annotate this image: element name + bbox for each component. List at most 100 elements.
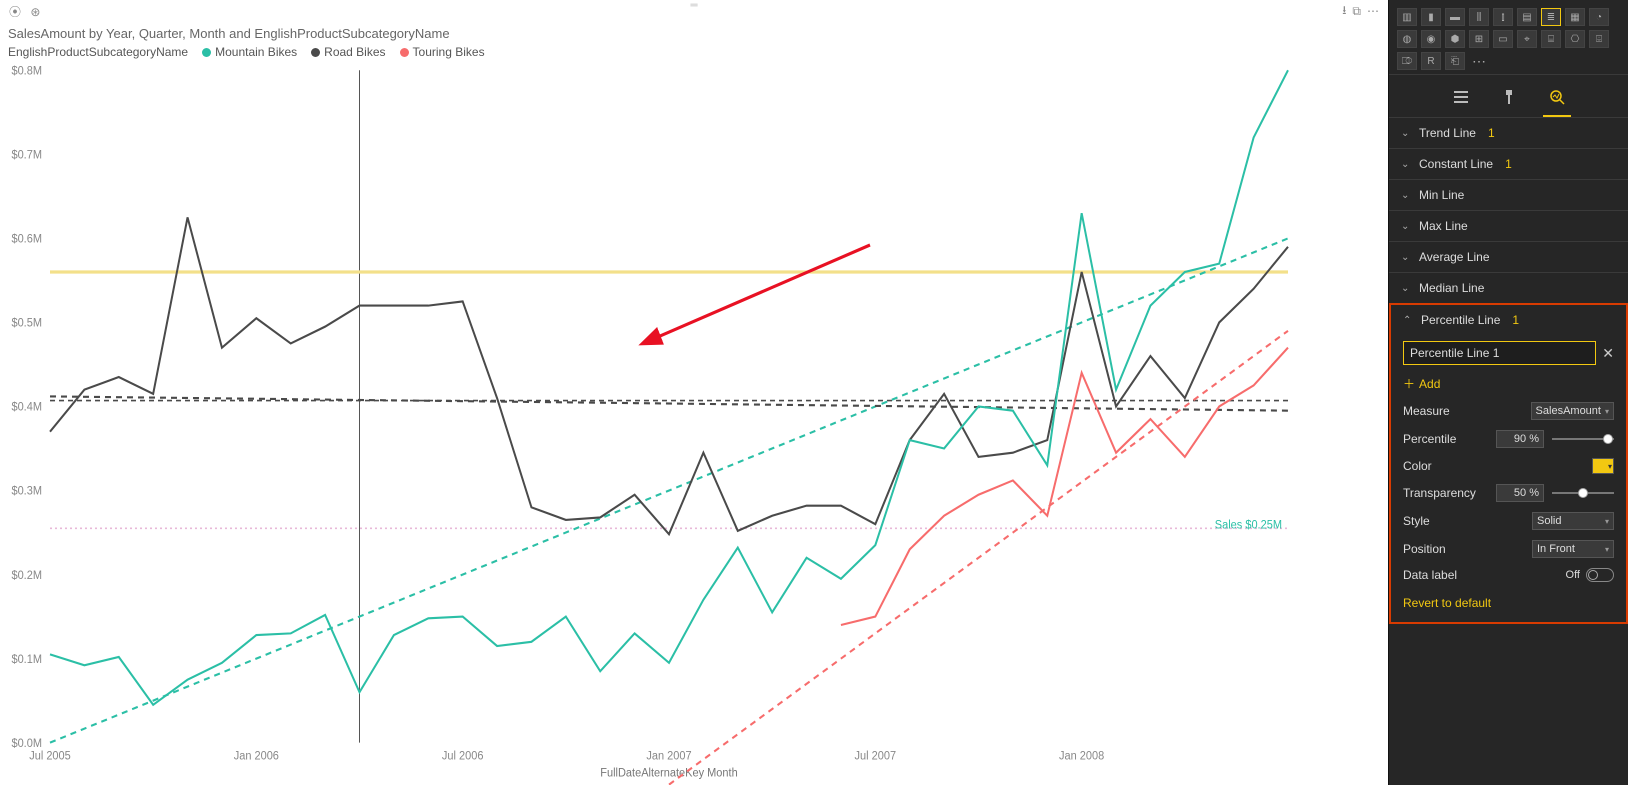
visualizations-pane: ▥▮▬⫼⫾▤≣▦◔ ◍◉⬢⊞▭⌖⌸⎔⌹ ⎄R⎗⋯ ⌄Trend Line1 ⌄Con…	[1388, 0, 1628, 785]
card-header-percentile[interactable]: ⌃Percentile Line1	[1391, 305, 1626, 335]
legend-dot-icon	[400, 48, 409, 57]
position-dropdown[interactable]: In Front▾	[1532, 540, 1614, 558]
svg-text:$0.5M: $0.5M	[11, 317, 42, 329]
prop-percentile: Percentile 90 %	[1403, 430, 1614, 448]
card-trend-line: ⌄Trend Line1	[1389, 118, 1628, 149]
tab-format[interactable]	[1499, 87, 1519, 107]
measure-dropdown[interactable]: SalesAmount▾	[1531, 402, 1614, 420]
svg-text:Jan 2008: Jan 2008	[1059, 750, 1104, 762]
card-header-min[interactable]: ⌄Min Line	[1389, 180, 1628, 210]
chart-legend: EnglishProductSubcategoryName Mountain B…	[0, 43, 1388, 65]
svg-text:Jul 2006: Jul 2006	[442, 750, 484, 762]
color-picker[interactable]: ▾	[1592, 458, 1614, 474]
viz-type-icon[interactable]: ▦	[1565, 8, 1585, 26]
chevron-down-icon: ▾	[1608, 462, 1612, 471]
viz-type-icon[interactable]: ⌖	[1517, 30, 1537, 48]
prop-color: Color ▾	[1403, 458, 1614, 474]
viz-type-icon[interactable]: ⫼	[1469, 8, 1489, 26]
viz-type-icon[interactable]: ▤	[1517, 8, 1537, 26]
card-median-line: ⌄Median Line	[1389, 273, 1628, 304]
svg-text:$0.8M: $0.8M	[11, 65, 42, 77]
add-instance-button[interactable]: ＋Add	[1403, 375, 1614, 392]
prop-position: Position In Front▾	[1403, 540, 1614, 558]
transparency-slider[interactable]	[1552, 487, 1614, 499]
svg-text:Jul 2005: Jul 2005	[29, 750, 71, 762]
viz-type-icon[interactable]: ⫾	[1493, 8, 1513, 26]
card-header-median[interactable]: ⌄Median Line	[1389, 273, 1628, 303]
card-header-constant[interactable]: ⌄Constant Line1	[1389, 149, 1628, 179]
viz-type-icon[interactable]: ≣	[1541, 8, 1561, 26]
svg-text:Sales $0.25M: Sales $0.25M	[1215, 519, 1282, 531]
viz-type-icon[interactable]: ▭	[1493, 30, 1513, 48]
prop-measure: Measure SalesAmount▾	[1403, 402, 1614, 420]
svg-text:$0.0M: $0.0M	[11, 738, 42, 750]
card-min-line: ⌄Min Line	[1389, 180, 1628, 211]
legend-dot-icon	[202, 48, 211, 57]
more-options-icon[interactable]: ⋯	[1367, 4, 1379, 18]
card-percentile-line: ⌃Percentile Line1 ✕ ＋Add Measure SalesAm…	[1389, 303, 1628, 624]
viz-type-icon[interactable]: ⎔	[1565, 30, 1585, 48]
legend-item-road[interactable]: Road Bikes	[311, 45, 385, 59]
chevron-down-icon: ⌄	[1401, 190, 1411, 201]
chevron-down-icon: ⌄	[1401, 221, 1411, 232]
viz-type-icon[interactable]: ◔	[1589, 8, 1609, 26]
legend-field-label: EnglishProductSubcategoryName	[8, 45, 188, 59]
style-dropdown[interactable]: Solid▾	[1532, 512, 1614, 530]
chevron-down-icon: ⌄	[1401, 252, 1411, 263]
viz-type-icon[interactable]: ⬢	[1445, 30, 1465, 48]
focus-icon[interactable]: ⧉	[1352, 4, 1361, 19]
svg-text:Jan 2006: Jan 2006	[234, 750, 279, 762]
viz-type-icon[interactable]: ◍	[1397, 30, 1417, 48]
chevron-down-icon: ▾	[1605, 407, 1609, 416]
percentile-slider[interactable]	[1552, 433, 1614, 445]
chart-pane: ═ ⦿ ⊛ ⭳ ⧉ ⋯ SalesAmount by Year, Quarter…	[0, 0, 1388, 785]
card-header-trend[interactable]: ⌄Trend Line1	[1389, 118, 1628, 148]
svg-text:Jan 2007: Jan 2007	[646, 750, 691, 762]
card-average-line: ⌄Average Line	[1389, 242, 1628, 273]
viz-type-icon[interactable]: R	[1421, 52, 1441, 70]
chevron-up-icon: ⌃	[1403, 315, 1413, 326]
svg-text:$0.2M: $0.2M	[11, 570, 42, 582]
pane-tabs	[1389, 75, 1628, 118]
prop-style: Style Solid▾	[1403, 512, 1614, 530]
delete-instance-icon[interactable]: ✕	[1602, 345, 1614, 362]
viz-type-icon[interactable]: ⌹	[1589, 30, 1609, 48]
percentile-input[interactable]: 90 %	[1496, 430, 1544, 448]
chevron-down-icon: ▾	[1605, 545, 1609, 554]
viz-type-icon[interactable]: ⌸	[1541, 30, 1561, 48]
revert-to-default-button[interactable]: Revert to default	[1403, 592, 1614, 610]
viz-type-icon[interactable]: ⊞	[1469, 30, 1489, 48]
viz-type-icon[interactable]: ▬	[1445, 8, 1465, 26]
viz-type-icon[interactable]: ▥	[1397, 8, 1417, 26]
viz-type-icon[interactable]: ⎗	[1445, 52, 1465, 70]
instance-name-input[interactable]	[1403, 341, 1596, 365]
chevron-down-icon: ⌄	[1401, 128, 1411, 139]
viz-type-icon[interactable]: ◉	[1421, 30, 1441, 48]
tab-fields[interactable]	[1451, 87, 1471, 107]
card-header-max[interactable]: ⌄Max Line	[1389, 211, 1628, 241]
drill-down-icon[interactable]: ⊛	[30, 5, 40, 19]
chevron-down-icon: ⌄	[1401, 159, 1411, 170]
visual-header: ⦿ ⊛ ⭳ ⧉ ⋯	[0, 0, 1388, 22]
svg-text:FullDateAlternateKey Month: FullDateAlternateKey Month	[600, 767, 737, 779]
svg-text:$0.6M: $0.6M	[11, 233, 42, 245]
svg-text:Jul 2007: Jul 2007	[855, 750, 897, 762]
analytics-cards: ⌄Trend Line1 ⌄Constant Line1 ⌄Min Line ⌄…	[1389, 118, 1628, 785]
prop-transparency: Transparency 50 %	[1403, 484, 1614, 502]
drill-up-icon[interactable]: ⦿	[9, 5, 21, 19]
legend-item-mountain[interactable]: Mountain Bikes	[202, 45, 297, 59]
plot-area[interactable]: $0.0M$0.1M$0.2M$0.3M$0.4M$0.5M$0.6M$0.7M…	[0, 65, 1388, 785]
legend-dot-icon	[311, 48, 320, 57]
card-header-average[interactable]: ⌄Average Line	[1389, 242, 1628, 272]
export-icon[interactable]: ⭳	[1342, 1, 1346, 22]
tab-analytics[interactable]	[1547, 87, 1567, 107]
svg-text:$0.1M: $0.1M	[11, 654, 42, 666]
chevron-down-icon: ▾	[1605, 517, 1609, 526]
data-label-toggle[interactable]: Off	[1566, 568, 1614, 582]
percentile-card-body: ✕ ＋Add Measure SalesAmount▾ Percentile 9…	[1391, 335, 1626, 622]
viz-type-icon[interactable]: ▮	[1421, 8, 1441, 26]
legend-item-touring[interactable]: Touring Bikes	[400, 45, 485, 59]
transparency-input[interactable]: 50 %	[1496, 484, 1544, 502]
viz-type-icon[interactable]: ⋯	[1469, 52, 1489, 70]
viz-type-icon[interactable]: ⎄	[1397, 52, 1417, 70]
